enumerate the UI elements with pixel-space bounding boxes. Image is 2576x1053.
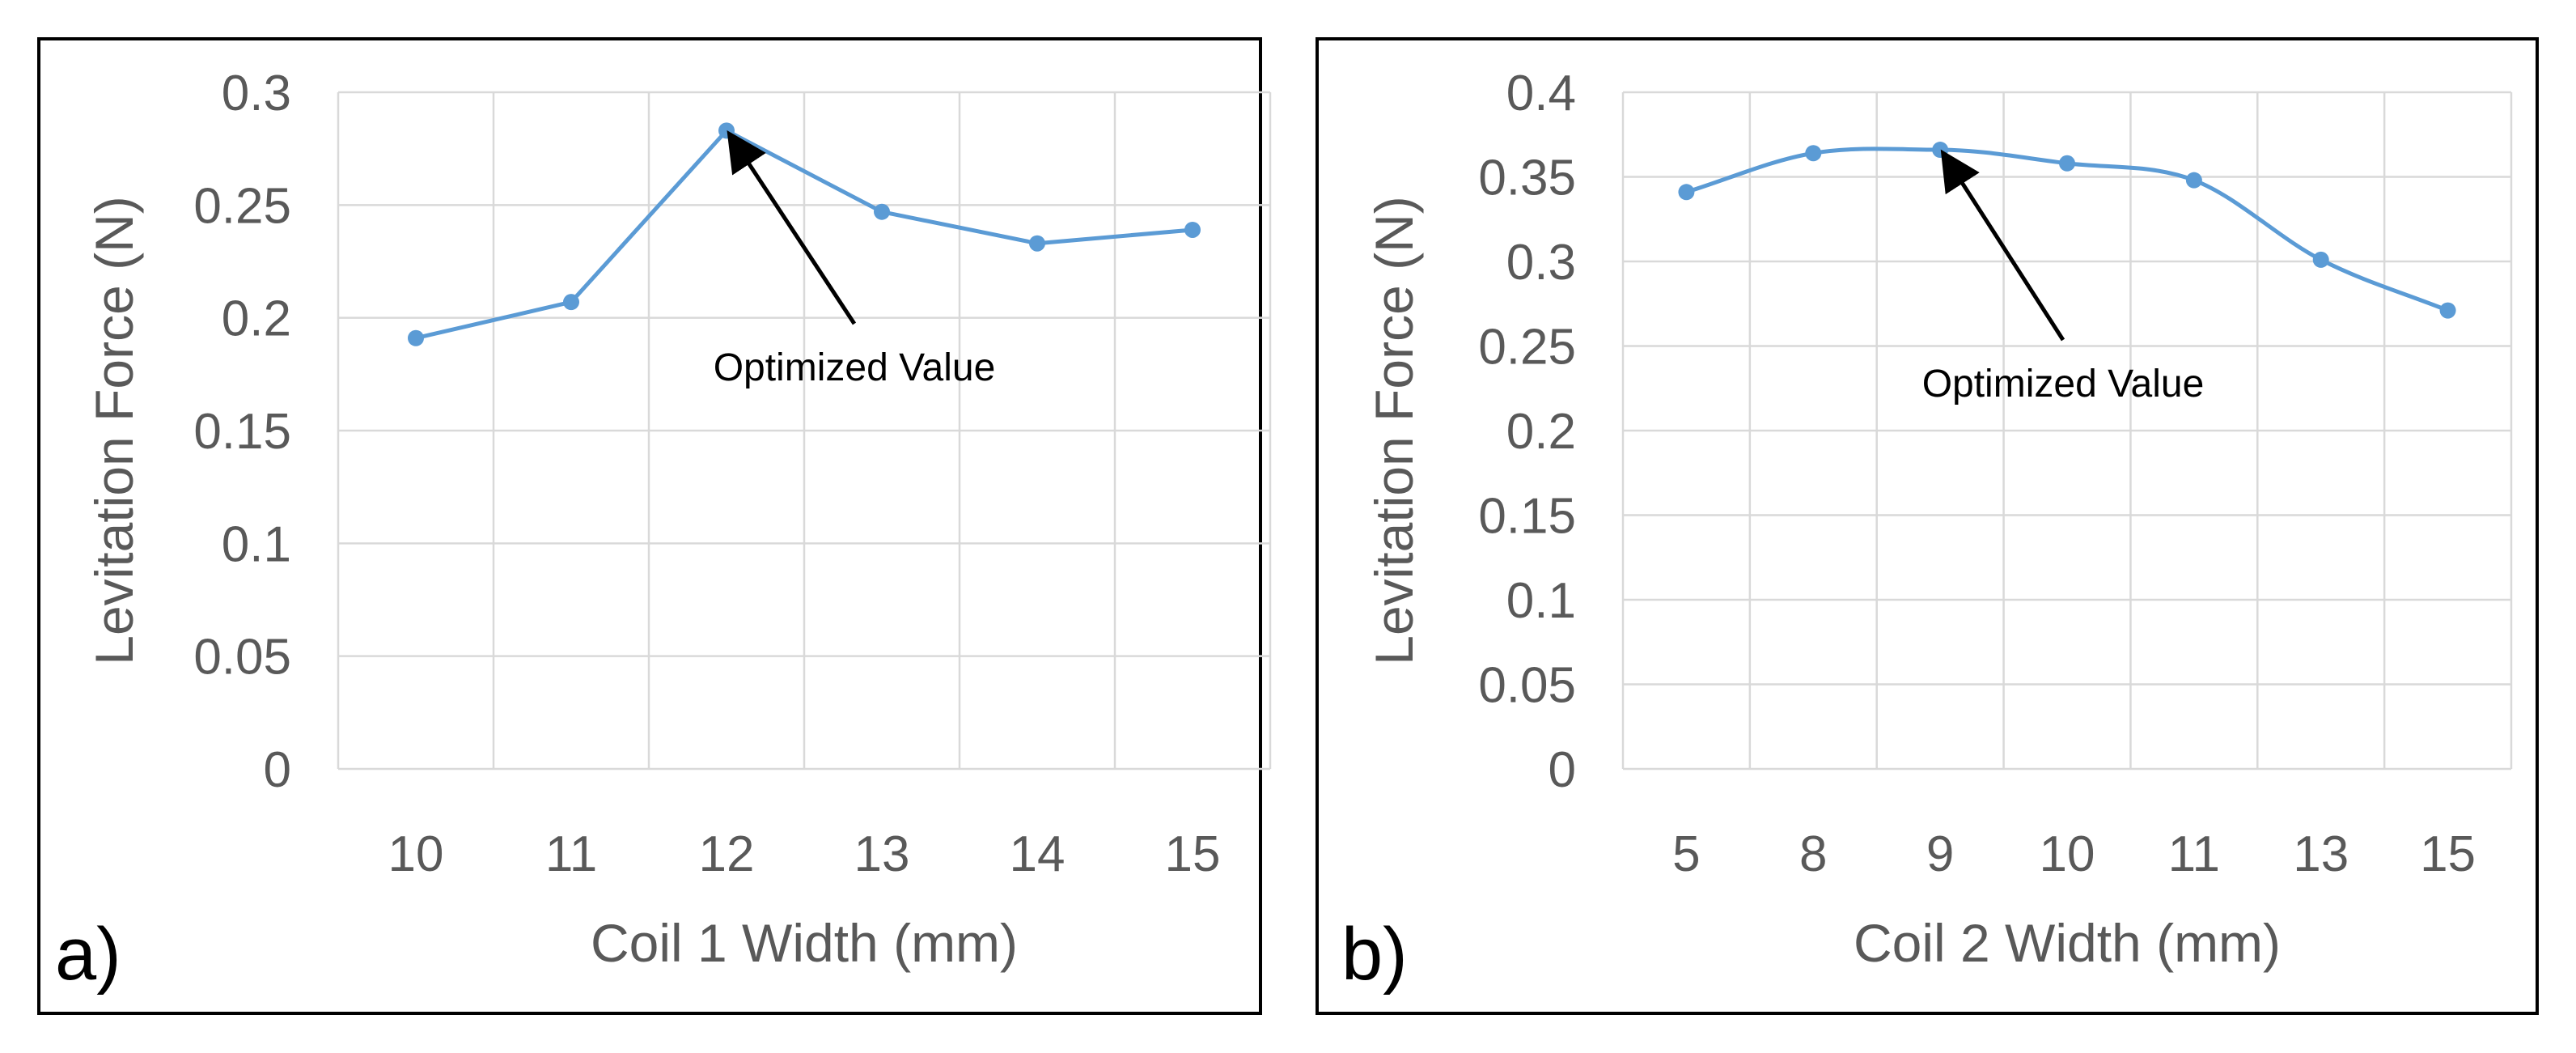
y-tick-label: 0.05 [193,630,291,686]
data-point [718,122,735,139]
panel-label: a) [55,913,121,996]
y-tick-label: 0.35 [1478,151,1576,206]
data-point [1029,235,1045,252]
x-tick-label: 10 [2040,826,2095,882]
y-tick-label: 0 [264,742,291,798]
y-tick-label: 0.1 [222,516,291,572]
x-tick-label: 5 [1672,826,1700,882]
y-tick-label: 0 [1549,742,1576,798]
panel-label: b) [1341,913,1408,996]
annotation-arrow [1940,149,2065,342]
y-axis-label: Levitation Force (N) [84,196,144,665]
annotation-label: Optimized Value [714,346,996,389]
x-tick-label: 12 [699,826,755,882]
x-tick-label: 15 [2420,826,2476,882]
annotation-arrow [727,130,857,325]
data-point [874,203,890,220]
y-tick-label: 0.3 [1506,235,1576,291]
y-axis-label: Levitation Force (N) [1364,196,1424,665]
y-tick-label: 0.15 [193,404,291,460]
data-point [2185,172,2202,189]
series-line [415,128,1193,341]
data-point [563,294,579,311]
y-tick-label: 0.2 [1506,404,1576,460]
x-tick-label: 13 [854,826,910,882]
panel-frame [1316,37,2539,1015]
data-point [1678,184,1695,201]
data-point [1932,142,1949,159]
x-tick-label: 9 [1926,826,1954,882]
annotation-label: Optimized Value [1922,363,2205,405]
y-tick-label: 0.25 [1478,320,1576,376]
x-tick-label: 14 [1010,826,1066,882]
y-tick-label: 0.3 [222,66,291,121]
x-axis-label: Coil 1 Width (mm) [591,913,1018,973]
x-tick-label: 11 [545,826,597,882]
x-tick-label: 10 [388,826,444,882]
y-tick-label: 0.05 [1478,658,1576,714]
data-point [2312,251,2329,268]
y-tick-label: 0.1 [1506,573,1576,629]
x-axis-label: Coil 2 Width (mm) [1854,913,2281,973]
x-tick-label: 15 [1165,826,1221,882]
chart-panel-b: 0 0.05 0.1 0.15 0.2 0.25 0.3 0.35 0.4 5 8 9 10 11 13 15… [1316,37,2539,1015]
data-point [2059,155,2075,172]
x-tick-label: 11 [2168,826,2220,882]
y-tick-label: 0.25 [193,178,291,234]
data-point [1805,145,1822,162]
chart-panel-a: 0 0.05 0.1 0.15 0.2 0.25 0.3 10 11 12 13 14 15 Coil 1… [37,37,1272,1015]
data-point [1184,221,1201,238]
data-point [2439,302,2456,319]
data-point [408,329,424,346]
x-tick-label: 8 [1799,826,1827,882]
y-tick-label: 0.15 [1478,489,1576,545]
y-tick-label: 0.2 [222,291,291,347]
y-tick-label: 0.4 [1506,66,1576,121]
x-tick-label: 13 [2293,826,2349,882]
